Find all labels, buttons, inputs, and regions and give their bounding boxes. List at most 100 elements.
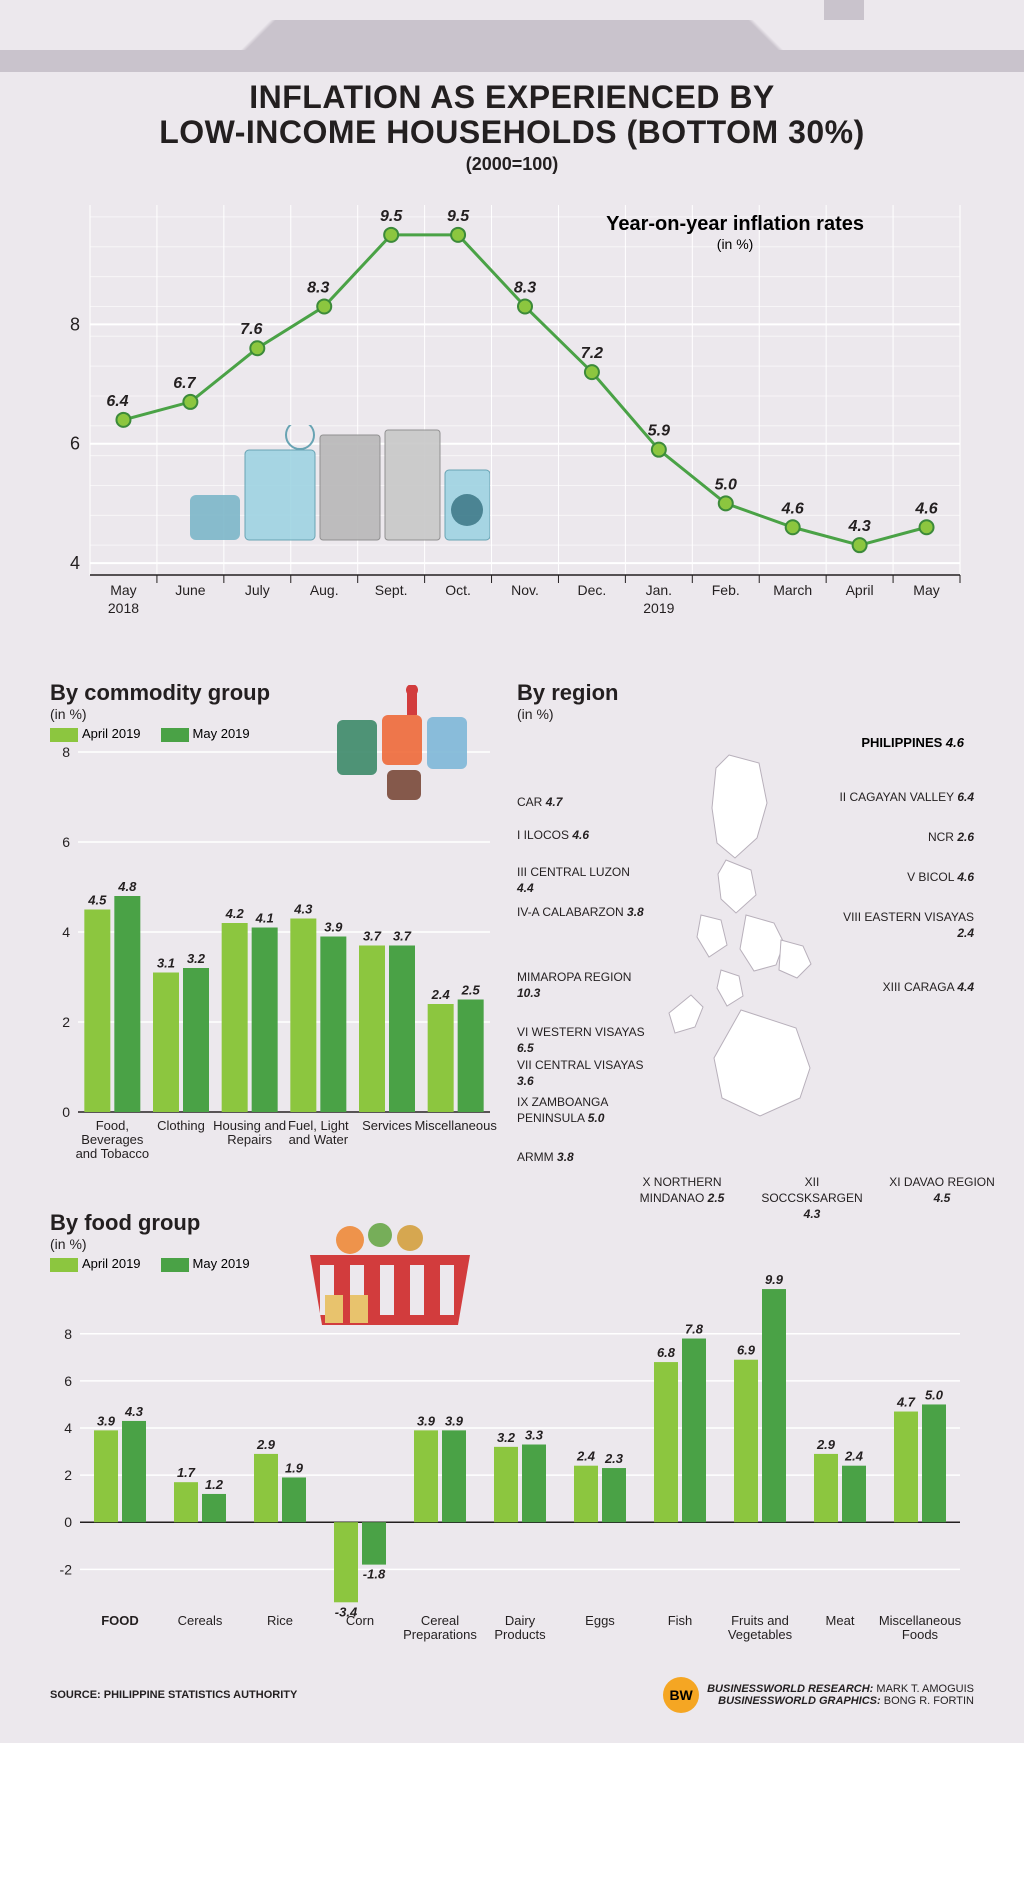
line-chart-unit: (in %) [606, 236, 864, 252]
headline-block: INFLATION AS EXPERIENCED BY LOW-INCOME H… [50, 60, 974, 175]
svg-text:1.7: 1.7 [177, 1465, 196, 1480]
roof-cap [0, 50, 1024, 72]
svg-text:Clothing: Clothing [157, 1118, 205, 1133]
svg-text:8.3: 8.3 [514, 280, 536, 297]
svg-text:3.1: 3.1 [157, 955, 175, 970]
region-item: VII CENTRAL VISAYAS 3.6 [517, 1058, 647, 1089]
region-national-label: PHILIPPINES [861, 735, 942, 750]
food-block: By food group (in %) April 2019 May 2019… [50, 1210, 974, 1667]
grocery-decor [280, 1200, 500, 1340]
infographic-canvas: INFLATION AS EXPERIENCED BY LOW-INCOME H… [0, 0, 1024, 1743]
svg-text:FOOD: FOOD [101, 1613, 139, 1628]
svg-text:and Water: and Water [289, 1132, 349, 1147]
svg-text:1.2: 1.2 [205, 1477, 224, 1492]
svg-text:Meat: Meat [826, 1613, 855, 1628]
region-item: X NORTHERN MINDANAO 2.5 [627, 1175, 737, 1206]
svg-text:3.2: 3.2 [187, 951, 206, 966]
svg-text:1.9: 1.9 [285, 1460, 304, 1475]
region-item: XIII CARAGA 4.4 [834, 980, 974, 996]
svg-text:2.4: 2.4 [844, 1449, 864, 1464]
region-item: VIII EASTERN VISAYAS 2.4 [834, 910, 974, 941]
ph-map-svg [631, 750, 861, 1130]
svg-text:3.9: 3.9 [417, 1413, 436, 1428]
svg-text:Beverages: Beverages [81, 1132, 144, 1147]
legend-april: April 2019 [82, 726, 141, 741]
footer: SOURCE: PHILIPPINE STATISTICS AUTHORITY … [0, 1667, 1024, 1713]
svg-text:2: 2 [64, 1467, 72, 1483]
svg-text:Housing and: Housing and [213, 1118, 286, 1133]
region-item: IX ZAMBOANGA PENINSULA 5.0 [517, 1095, 647, 1126]
svg-text:2018: 2018 [108, 600, 139, 616]
svg-text:Aug.: Aug. [310, 582, 339, 598]
svg-text:May: May [913, 582, 939, 598]
svg-text:8: 8 [62, 744, 70, 760]
line-chart-title: Year-on-year inflation rates [606, 213, 864, 236]
svg-text:3.3: 3.3 [525, 1427, 544, 1442]
svg-text:Vegetables: Vegetables [728, 1627, 793, 1642]
svg-text:7.2: 7.2 [581, 345, 603, 362]
svg-text:Repairs: Repairs [227, 1132, 272, 1147]
svg-text:3.7: 3.7 [393, 928, 412, 943]
svg-text:Services: Services [362, 1118, 412, 1133]
svg-text:4.3: 4.3 [293, 901, 313, 916]
svg-text:-2: -2 [60, 1561, 73, 1577]
region-item: IV-A CALABARZON 3.8 [517, 905, 647, 921]
svg-text:0: 0 [64, 1514, 72, 1530]
region-block: By region (in %) PHILIPPINES 4.6 [517, 680, 974, 1200]
svg-text:3.9: 3.9 [97, 1413, 116, 1428]
line-chart-title-block: Year-on-year inflation rates (in %) [606, 213, 864, 252]
food-legend: April 2019 May 2019 [50, 1256, 974, 1272]
svg-text:Cereals: Cereals [178, 1613, 223, 1628]
svg-text:4: 4 [64, 1420, 72, 1436]
commodity-chart-svg: 024684.54.8Food,Beveragesand Tobacco3.13… [50, 742, 500, 1172]
svg-text:3.9: 3.9 [324, 919, 343, 934]
svg-text:5.0: 5.0 [715, 477, 737, 494]
svg-text:9.5: 9.5 [447, 208, 470, 225]
clothing-decor [317, 685, 487, 805]
svg-text:3.7: 3.7 [363, 928, 382, 943]
svg-text:Dairy: Dairy [505, 1613, 536, 1628]
svg-text:2.3: 2.3 [604, 1451, 624, 1466]
svg-text:Miscellaneous: Miscellaneous [414, 1118, 497, 1133]
bw-badge: BW [663, 1677, 699, 1713]
svg-text:Feb.: Feb. [712, 582, 740, 598]
svg-text:4.1: 4.1 [255, 910, 274, 925]
svg-text:Miscellaneous: Miscellaneous [879, 1613, 962, 1628]
graphics-label: BUSINESSWORLD GRAPHICS: [718, 1695, 881, 1707]
svg-text:5.9: 5.9 [648, 423, 670, 440]
svg-text:6.8: 6.8 [657, 1345, 676, 1360]
svg-text:Oct.: Oct. [445, 582, 471, 598]
svg-text:Corn: Corn [346, 1613, 374, 1628]
svg-text:Fruits and: Fruits and [731, 1613, 789, 1628]
svg-text:2: 2 [62, 1014, 70, 1030]
svg-text:Nov.: Nov. [511, 582, 539, 598]
svg-text:0: 0 [62, 1104, 70, 1120]
svg-text:4.3: 4.3 [124, 1404, 144, 1419]
line-chart: 4686.46.77.68.39.59.58.37.25.95.04.64.34… [50, 185, 974, 650]
region-item: II CAGAYAN VALLEY 6.4 [834, 790, 974, 806]
svg-text:2.4: 2.4 [431, 987, 451, 1002]
region-item: V BICOL 4.6 [834, 870, 974, 886]
svg-text:6.9: 6.9 [737, 1343, 756, 1358]
svg-text:3.2: 3.2 [497, 1430, 516, 1445]
svg-text:May: May [110, 582, 136, 598]
svg-text:and Tobacco: and Tobacco [76, 1146, 150, 1161]
svg-text:Preparations: Preparations [403, 1627, 477, 1642]
region-title: By region [517, 680, 974, 706]
svg-text:4.2: 4.2 [225, 906, 245, 921]
svg-text:9.5: 9.5 [380, 208, 403, 225]
svg-text:8.3: 8.3 [307, 280, 329, 297]
region-item: III CENTRAL LUZON 4.4 [517, 865, 647, 896]
region-item: ARMM 3.8 [517, 1150, 647, 1166]
svg-text:4.6: 4.6 [781, 501, 804, 518]
region-unit: (in %) [517, 706, 974, 722]
legend-may-food: May 2019 [193, 1256, 250, 1271]
appliances-decor [190, 425, 490, 555]
svg-text:7.6: 7.6 [240, 322, 262, 339]
food-title: By food group [50, 1210, 974, 1236]
research-name: MARK T. AMOGUIS [876, 1683, 974, 1695]
food-chart-svg: -2024683.94.3FOOD1.71.2Cereals2.91.9Rice… [50, 1272, 970, 1662]
svg-text:Products: Products [494, 1627, 546, 1642]
svg-text:4.7: 4.7 [896, 1394, 916, 1409]
svg-text:4: 4 [70, 553, 80, 573]
